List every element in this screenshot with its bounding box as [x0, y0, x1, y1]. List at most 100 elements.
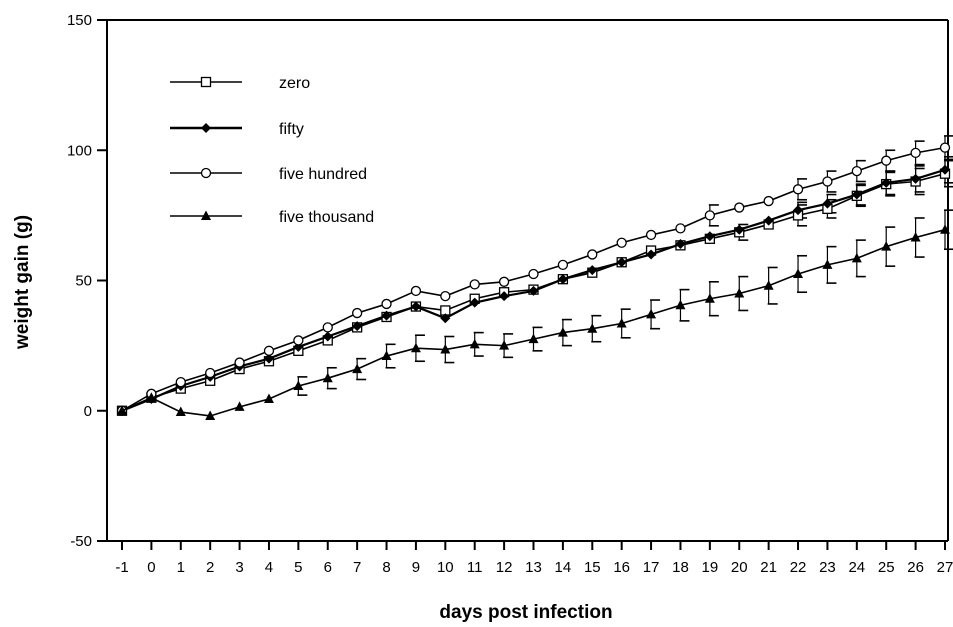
data-point-fifty	[410, 301, 421, 312]
series-fifty	[117, 164, 950, 416]
x-tick-label: 14	[555, 559, 572, 576]
data-point-fifty	[381, 310, 392, 321]
data-point-five-thousand	[528, 333, 539, 344]
legend-item-five-thousand: five thousand	[170, 209, 374, 226]
data-point-fifty	[499, 291, 510, 302]
data-point-five-thousand	[851, 252, 862, 263]
data-point-five-thousand	[881, 241, 892, 251]
data-point-five-thousand	[616, 317, 627, 328]
x-tick-label: 25	[878, 559, 895, 576]
x-tick-label: 7	[353, 559, 361, 576]
data-point-five-thousand	[646, 308, 657, 319]
series-layer	[116, 142, 951, 420]
data-point-fifty	[557, 274, 568, 285]
data-point-fifty	[763, 215, 774, 226]
x-tick-label: 19	[702, 559, 719, 576]
legend-marker-zero	[200, 76, 212, 88]
data-point-five-hundred	[939, 142, 951, 153]
data-point-five-hundred	[734, 202, 745, 213]
x-tick-label: 9	[412, 559, 420, 576]
y-tick-label: 50	[75, 273, 92, 290]
data-point-five-thousand	[675, 299, 686, 310]
data-point-five-thousand	[175, 406, 186, 417]
data-point-five-hundred	[851, 165, 862, 177]
x-tick-label: 15	[584, 559, 601, 576]
legend: zero fifty five hundred five thousand	[170, 75, 374, 226]
data-point-fifty	[940, 164, 950, 175]
data-point-five-hundred	[616, 237, 627, 248]
data-point-fifty	[616, 257, 627, 268]
x-tick-label: 2	[206, 559, 214, 576]
data-point-fifty	[587, 265, 598, 276]
x-tick-label: 26	[907, 559, 924, 576]
data-point-fifty	[822, 198, 833, 209]
data-point-fifty	[793, 205, 804, 216]
series-five-thousand	[117, 224, 950, 420]
data-point-five-hundred	[410, 285, 422, 297]
x-tick-label: 6	[324, 559, 332, 576]
data-point-five-hundred	[822, 176, 833, 187]
x-tick-label: 0	[147, 559, 155, 576]
data-point-five-thousand	[793, 268, 804, 278]
data-point-fifty	[734, 224, 745, 235]
data-point-five-thousand	[469, 338, 480, 349]
data-point-five-hundred	[881, 155, 892, 166]
x-tick-label: 8	[382, 559, 390, 576]
legend-item-zero: zero	[170, 75, 310, 92]
plot-frame	[106, 19, 949, 542]
legend-marker-fifty	[201, 123, 211, 133]
data-point-five-thousand	[352, 363, 363, 374]
x-tick-label: 17	[643, 559, 660, 576]
data-point-fifty	[646, 249, 657, 260]
data-point-five-thousand	[587, 323, 598, 333]
y-axis-title: weight gain (g)	[12, 215, 33, 350]
x-tick-label: 13	[525, 559, 542, 576]
x-tick-label: 18	[672, 559, 689, 576]
data-point-five-hundred	[322, 322, 333, 333]
legend-item-five-hundred: five hundred	[170, 166, 367, 183]
x-tick-label: 20	[731, 559, 748, 576]
data-point-five-thousand	[117, 405, 127, 415]
legend-label-five-thousand: five thousand	[279, 209, 374, 226]
x-tick-label: 23	[819, 559, 836, 576]
data-point-five-thousand	[234, 401, 245, 411]
data-point-five-thousand	[557, 327, 568, 337]
legend-marker-five-thousand	[201, 210, 211, 220]
data-point-fifty	[469, 297, 480, 308]
x-tick-label: 10	[437, 559, 454, 576]
data-point-fifty	[322, 331, 333, 342]
data-point-five-thousand	[940, 224, 950, 234]
data-point-five-hundred	[910, 147, 921, 159]
legend-label-zero: zero	[279, 75, 310, 92]
data-point-five-hundred	[528, 268, 539, 280]
data-point-five-hundred	[557, 259, 569, 271]
data-point-five-hundred	[792, 184, 804, 195]
x-axis-ticks: -1 0 1 2 3 4 5 6 7 8 9 10 11 12 13 14 15 16 17 18 19 20 21 22 23…	[115, 541, 953, 576]
data-point-five-hundred	[675, 223, 686, 234]
data-point-five-hundred	[263, 345, 275, 356]
data-point-fifty	[263, 353, 274, 364]
x-tick-label: 4	[265, 559, 273, 576]
y-tick-label: 100	[67, 142, 92, 159]
data-point-five-hundred	[440, 290, 451, 302]
series-line-five-hundred	[121, 146, 946, 412]
series-five-hundred	[116, 142, 951, 416]
data-point-five-hundred	[645, 229, 657, 241]
y-tick-label: -50	[70, 533, 92, 550]
x-tick-label: 16	[613, 559, 630, 576]
x-axis-title: days post infection	[439, 602, 612, 623]
data-point-five-thousand	[146, 392, 157, 402]
data-point-fifty	[528, 285, 539, 296]
x-tick-label: 11	[467, 559, 483, 576]
data-point-five-hundred	[234, 357, 245, 368]
data-point-five-hundred	[381, 298, 392, 310]
data-point-five-thousand	[822, 259, 833, 269]
x-tick-label: 5	[294, 559, 302, 576]
legend-item-fifty: fifty	[170, 121, 304, 138]
data-point-five-thousand	[410, 342, 421, 353]
x-tick-label: 21	[760, 559, 777, 576]
data-point-fifty	[881, 177, 892, 188]
data-point-five-thousand	[440, 344, 451, 354]
x-tick-label: 3	[235, 559, 243, 576]
